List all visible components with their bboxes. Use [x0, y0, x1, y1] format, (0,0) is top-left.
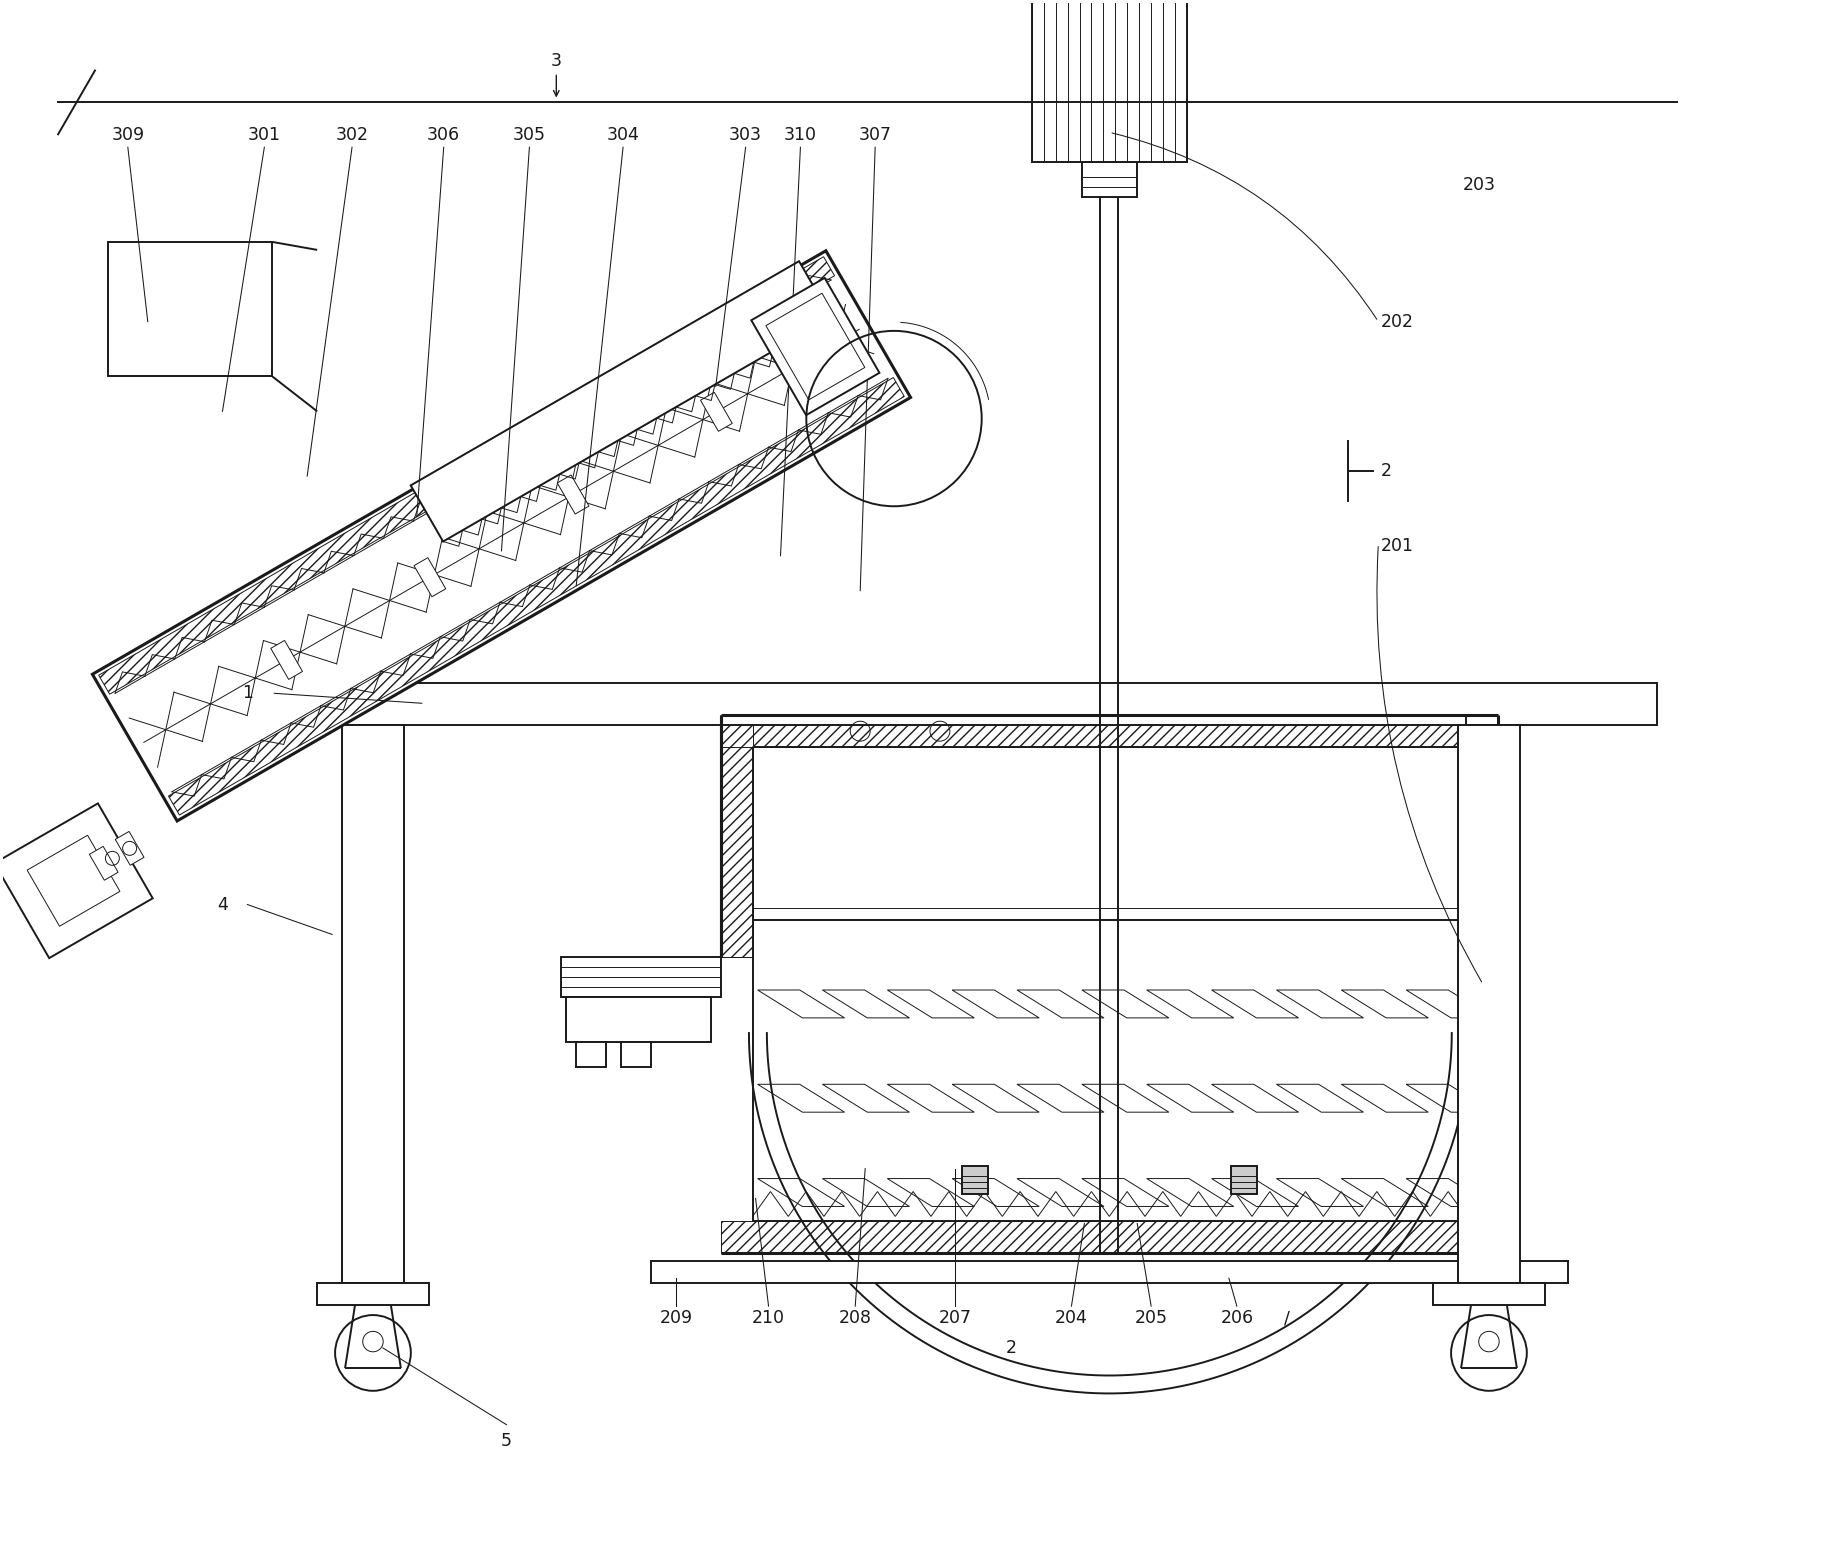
Text: 5: 5	[500, 1432, 511, 1449]
Bar	[1458, 725, 1519, 1283]
Text: 201: 201	[1381, 536, 1414, 555]
Bar	[1081, 162, 1137, 197]
Bar	[576, 1042, 607, 1067]
Text: 202: 202	[1381, 313, 1414, 331]
Bar	[721, 715, 752, 958]
Text: 3: 3	[552, 51, 561, 70]
Bar	[721, 746, 752, 958]
Polygon shape	[701, 392, 732, 431]
Bar	[721, 715, 1499, 746]
Bar	[1032, 0, 1186, 162]
Bar	[1433, 1283, 1545, 1305]
Text: 4: 4	[217, 896, 228, 913]
Text: 309: 309	[112, 126, 145, 145]
Polygon shape	[270, 641, 302, 680]
Bar	[1466, 715, 1499, 1253]
Bar	[109, 243, 272, 376]
Polygon shape	[414, 558, 445, 597]
Polygon shape	[765, 294, 864, 400]
Text: /: /	[1284, 1309, 1289, 1326]
Text: 307: 307	[859, 126, 892, 145]
Polygon shape	[410, 261, 831, 541]
Polygon shape	[99, 257, 835, 694]
Text: 207: 207	[938, 1309, 971, 1326]
Polygon shape	[116, 832, 143, 865]
Text: 304: 304	[607, 126, 640, 145]
Text: 1: 1	[243, 684, 254, 703]
Text: 205: 205	[1135, 1309, 1168, 1326]
Bar	[651, 1261, 1567, 1283]
Bar	[962, 1166, 988, 1194]
Text: 301: 301	[248, 126, 281, 145]
Text: 210: 210	[752, 1309, 785, 1326]
Polygon shape	[92, 250, 910, 821]
Bar	[721, 1221, 1499, 1253]
Bar	[1230, 1166, 1256, 1194]
Bar	[316, 1283, 428, 1305]
Polygon shape	[752, 278, 879, 415]
Polygon shape	[90, 846, 118, 880]
Text: 2: 2	[1006, 1339, 1017, 1358]
Text: 203: 203	[1464, 176, 1497, 194]
Text: 208: 208	[839, 1309, 872, 1326]
Bar	[566, 997, 710, 1042]
Bar	[182, 683, 1657, 725]
Polygon shape	[410, 261, 831, 541]
Polygon shape	[169, 378, 905, 815]
Text: 204: 204	[1056, 1309, 1089, 1326]
Bar	[342, 725, 405, 1283]
Text: 310: 310	[783, 126, 817, 145]
Text: 206: 206	[1221, 1309, 1254, 1326]
Text: 305: 305	[513, 126, 546, 145]
Text: 302: 302	[335, 126, 368, 145]
Bar	[622, 1042, 651, 1067]
Text: 303: 303	[728, 126, 761, 145]
Polygon shape	[28, 835, 120, 927]
Text: 209: 209	[660, 1309, 693, 1326]
Text: 2: 2	[1381, 462, 1392, 480]
Polygon shape	[557, 474, 588, 515]
Bar	[561, 958, 721, 997]
Text: 306: 306	[427, 126, 460, 145]
Polygon shape	[0, 804, 153, 958]
